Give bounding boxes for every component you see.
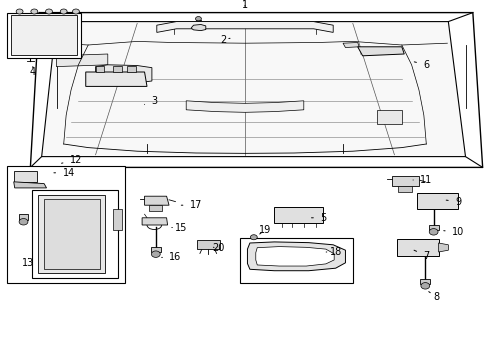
Circle shape [19, 219, 28, 225]
Circle shape [73, 9, 79, 14]
Polygon shape [142, 218, 168, 225]
Polygon shape [343, 42, 359, 48]
Circle shape [31, 9, 38, 14]
Polygon shape [86, 72, 147, 86]
Bar [151, 247, 161, 252]
Polygon shape [44, 199, 100, 269]
Polygon shape [197, 240, 220, 249]
Polygon shape [30, 13, 483, 167]
Polygon shape [240, 238, 353, 283]
Polygon shape [145, 196, 169, 205]
Bar [127, 66, 136, 72]
Text: 8: 8 [429, 292, 439, 302]
Text: 10: 10 [444, 227, 465, 237]
Text: 18: 18 [326, 247, 342, 257]
Polygon shape [191, 24, 206, 31]
Polygon shape [398, 186, 412, 192]
Polygon shape [149, 205, 162, 211]
Text: 16: 16 [162, 252, 181, 262]
Polygon shape [186, 101, 304, 112]
Text: 3: 3 [145, 96, 157, 106]
Text: 11: 11 [413, 175, 433, 185]
Polygon shape [32, 190, 118, 278]
Circle shape [46, 9, 52, 14]
Polygon shape [96, 65, 152, 83]
Polygon shape [11, 15, 77, 55]
Text: 13: 13 [23, 258, 34, 268]
Bar [429, 225, 439, 230]
Text: 17: 17 [181, 200, 202, 210]
Polygon shape [439, 243, 448, 252]
Polygon shape [392, 176, 419, 186]
Circle shape [196, 17, 201, 21]
Text: 20: 20 [212, 243, 224, 253]
Polygon shape [397, 239, 439, 256]
Bar [113, 66, 122, 72]
Polygon shape [274, 207, 323, 223]
Text: 2: 2 [220, 35, 230, 45]
Bar [113, 209, 122, 230]
Circle shape [421, 283, 430, 289]
Circle shape [429, 229, 438, 235]
Circle shape [16, 9, 23, 14]
Text: 12: 12 [62, 155, 82, 165]
Text: 7: 7 [414, 250, 429, 261]
Polygon shape [247, 242, 345, 271]
Polygon shape [7, 13, 81, 58]
Polygon shape [417, 193, 458, 209]
Text: 6: 6 [414, 60, 429, 70]
Bar [420, 279, 430, 284]
Polygon shape [358, 47, 404, 56]
Circle shape [151, 251, 160, 257]
Circle shape [250, 235, 257, 240]
Text: 4: 4 [30, 67, 36, 77]
Polygon shape [14, 182, 47, 188]
Polygon shape [256, 247, 334, 266]
Text: 19: 19 [259, 225, 270, 235]
Bar [96, 66, 104, 72]
Polygon shape [56, 54, 108, 67]
Text: 15: 15 [172, 222, 188, 233]
Polygon shape [7, 166, 125, 283]
Polygon shape [14, 171, 37, 182]
Polygon shape [42, 22, 466, 157]
Bar [19, 214, 28, 220]
Text: 1: 1 [242, 0, 248, 10]
Circle shape [60, 9, 67, 14]
Text: 14: 14 [54, 168, 74, 178]
Polygon shape [157, 22, 333, 32]
Text: 9: 9 [446, 197, 461, 207]
Bar [377, 110, 402, 124]
Text: 5: 5 [312, 213, 326, 223]
Polygon shape [38, 195, 105, 273]
